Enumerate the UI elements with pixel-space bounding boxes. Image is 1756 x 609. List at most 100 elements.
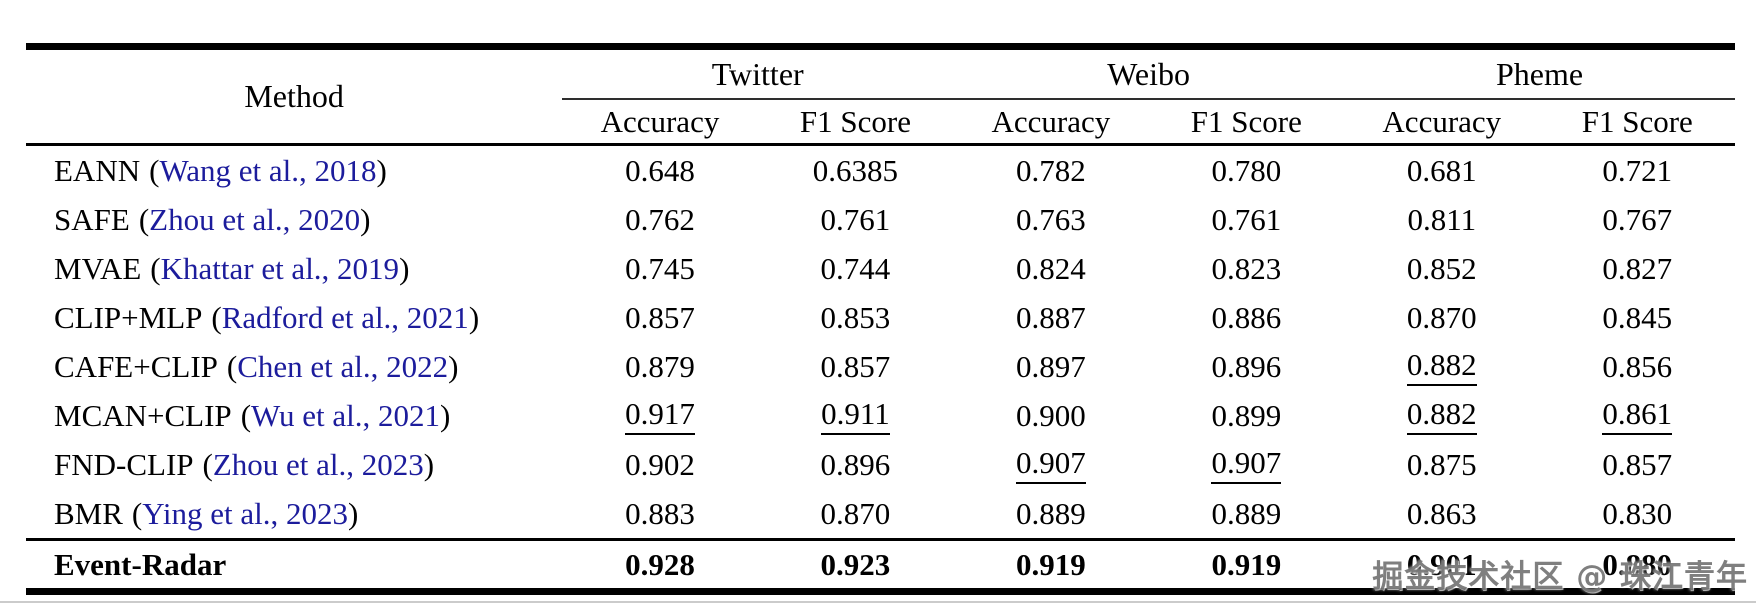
table-row-event-radar: Event-Radar 0.928 0.923 0.919 0.919 0.90… <box>26 538 1735 592</box>
citation-link[interactable]: Zhou et al., 2023 <box>212 446 424 482</box>
method-name: MCAN+CLIP <box>54 397 232 433</box>
metric-cell: 0.899 <box>1149 391 1344 440</box>
metric-cell: 0.901 <box>1344 538 1540 592</box>
citation-link[interactable]: Wang et al., 2018 <box>159 152 377 188</box>
method-name: EANN <box>54 152 141 188</box>
metric-cell: 0.852 <box>1344 244 1539 293</box>
dataset-group-row: Method Twitter Weibo Pheme <box>26 46 1735 146</box>
metric-cell: 0.907 <box>1149 440 1344 489</box>
metric-value: 0.875 <box>1406 446 1477 482</box>
metric-value-underlined: 0.861 <box>1602 397 1673 436</box>
group-header-pheme: Pheme <box>1344 46 1735 100</box>
metric-cell: 0.823 <box>1149 244 1344 293</box>
metric-value: 0.824 <box>1016 250 1086 286</box>
metric-cell: 0.896 <box>1149 342 1344 391</box>
method-name: FND-CLIP <box>54 446 194 482</box>
paren-open: ( <box>150 250 161 286</box>
metric-cell: 0.857 <box>1540 440 1735 489</box>
method-cell: FND-CLIP (Zhou et al., 2023) <box>26 440 562 489</box>
metric-cell: 0.6385 <box>758 145 953 196</box>
metric-value: 0.852 <box>1406 250 1477 286</box>
table-row-bmr: BMR (Ying et al., 2023) 0.883 0.870 0.889… <box>26 489 1735 540</box>
citation-link[interactable]: Wu et al., 2021 <box>251 397 441 433</box>
metric-cell: 0.928 <box>562 538 758 592</box>
method-name: CLIP+MLP <box>54 299 203 335</box>
metric-value-underlined: 0.911 <box>821 397 890 436</box>
metric-cell: 0.897 <box>953 342 1148 391</box>
citation-link[interactable]: Chen et al., 2022 <box>237 348 449 384</box>
table-header: Method Twitter Weibo Pheme Accuracy F1 S… <box>26 46 1735 146</box>
metric-cell: 0.882 <box>1344 391 1539 440</box>
metric-cell: 0.744 <box>758 244 953 293</box>
metric-cell: 0.830 <box>1540 489 1735 540</box>
metric-cell: 0.896 <box>758 440 953 489</box>
paren-close: ) <box>360 201 371 237</box>
metric-cell: 0.887 <box>953 293 1148 342</box>
citation: (Ying et al., 2023) <box>132 496 358 531</box>
method-cell: SAFE (Zhou et al., 2020) <box>26 195 562 244</box>
metric-cell: 0.917 <box>562 391 757 440</box>
metric-value: 0.823 <box>1211 250 1282 286</box>
metric-value: 0.879 <box>625 348 695 384</box>
metric-cell: 0.745 <box>562 244 757 293</box>
metric-value: 0.899 <box>1211 397 1282 433</box>
citation: (Khattar et al., 2019) <box>150 251 409 286</box>
metric-value: 0.845 <box>1602 299 1673 335</box>
metric-cell: 0.919 <box>953 538 1149 592</box>
group-header-twitter: Twitter <box>562 46 954 100</box>
metric-header-row: Accuracy F1 Score Accuracy F1 Score Accu… <box>26 99 1735 146</box>
method-name: BMR <box>54 495 123 531</box>
citation: (Chen et al., 2022) <box>227 349 459 384</box>
metric-value: 0.763 <box>1016 201 1086 237</box>
metric-value-bold: 0.928 <box>625 546 695 582</box>
method-name: SAFE <box>54 201 130 237</box>
method-cell: MCAN+CLIP (Wu et al., 2021) <box>26 391 562 440</box>
metric-value: 0.889 <box>1016 495 1086 531</box>
metric-value: 0.889 <box>1211 495 1282 531</box>
metric-value: 0.856 <box>1602 348 1673 384</box>
method-name: CAFE+CLIP <box>54 348 218 384</box>
col-header-weibo-f1: F1 Score <box>1148 99 1345 146</box>
metric-value: 0.902 <box>625 446 695 482</box>
citation-link[interactable]: Zhou et al., 2020 <box>149 201 361 237</box>
metric-value: 0.761 <box>1211 201 1282 237</box>
citation-link[interactable]: Ying et al., 2023 <box>142 495 349 531</box>
citation: (Zhou et al., 2020) <box>139 202 371 237</box>
citation: (Wu et al., 2021) <box>241 398 451 433</box>
method-name: Event-Radar <box>54 546 227 582</box>
metric-cell: 0.886 <box>1149 293 1344 342</box>
table-row-fnd-clip: FND-CLIP (Zhou et al., 2023) 0.902 0.896 … <box>26 440 1735 489</box>
metric-value-underlined: 0.882 <box>1406 397 1477 436</box>
citation-link[interactable]: Khattar et al., 2019 <box>160 250 400 286</box>
metric-cell: 0.782 <box>953 145 1148 196</box>
metric-value: 0.6385 <box>812 152 899 188</box>
metric-cell: 0.882 <box>1344 342 1539 391</box>
results-table: Method Twitter Weibo Pheme Accuracy F1 S… <box>26 43 1735 595</box>
metric-cell: 0.883 <box>562 489 757 540</box>
col-header-twitter-accuracy: Accuracy <box>562 99 758 146</box>
metric-value: 0.744 <box>820 250 891 286</box>
metric-value: 0.897 <box>1016 348 1086 384</box>
metric-cell: 0.780 <box>1149 145 1344 196</box>
metric-cell: 0.857 <box>562 293 757 342</box>
table-row-eann: EANN (Wang et al., 2018) 0.648 0.6385 0.7… <box>26 145 1735 196</box>
paren-open: ( <box>149 152 160 188</box>
citation-link[interactable]: Radford et al., 2021 <box>221 299 469 335</box>
metric-cell: 0.853 <box>758 293 953 342</box>
method-cell: EANN (Wang et al., 2018) <box>26 145 562 196</box>
paren-close: ) <box>440 397 451 433</box>
metric-value-bold: 0.923 <box>820 546 891 582</box>
metric-cell: 0.870 <box>758 489 953 540</box>
metric-value: 0.900 <box>1016 397 1086 433</box>
metric-cell: 0.761 <box>1149 195 1344 244</box>
group-header-weibo: Weibo <box>953 46 1345 100</box>
method-column-header: Method <box>26 46 563 146</box>
method-cell: CLIP+MLP (Radford et al., 2021) <box>26 293 562 342</box>
metric-value-underlined: 0.907 <box>1211 446 1282 485</box>
metric-value: 0.782 <box>1016 152 1086 188</box>
metric-cell: 0.863 <box>1344 489 1539 540</box>
metric-cell: 0.761 <box>758 195 953 244</box>
metric-value: 0.827 <box>1602 250 1673 286</box>
metric-value: 0.870 <box>1406 299 1477 335</box>
metric-value: 0.883 <box>625 495 695 531</box>
